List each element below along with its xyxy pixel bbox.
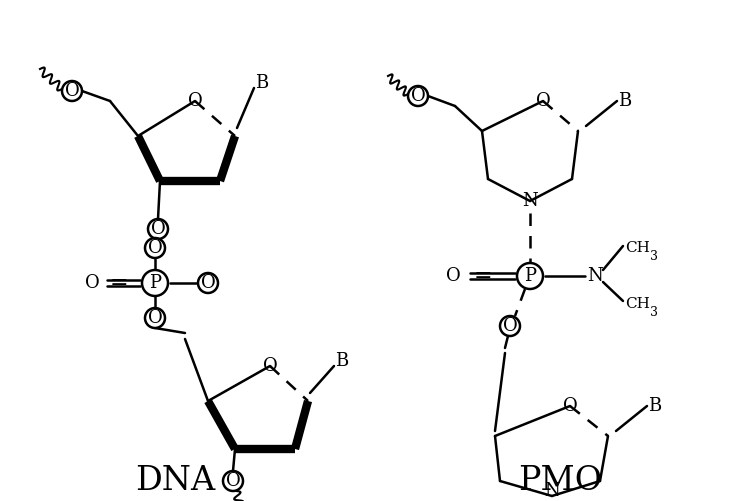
Circle shape: [500, 316, 520, 336]
Text: O: O: [445, 267, 460, 285]
Text: 3: 3: [650, 306, 658, 319]
Circle shape: [198, 273, 218, 293]
Circle shape: [145, 238, 165, 258]
Text: –: –: [550, 267, 559, 285]
Text: O: O: [562, 397, 577, 415]
Text: O: O: [147, 309, 162, 327]
Text: =: =: [110, 272, 129, 294]
Text: P: P: [149, 274, 161, 292]
Text: =: =: [474, 265, 493, 287]
Circle shape: [517, 263, 543, 289]
Text: O: O: [151, 220, 165, 238]
Text: N: N: [522, 192, 538, 210]
Circle shape: [408, 86, 428, 106]
Text: O: O: [84, 274, 99, 292]
Text: O: O: [201, 274, 215, 292]
Circle shape: [148, 219, 168, 239]
Text: PMO: PMO: [518, 465, 602, 497]
Text: N: N: [544, 482, 560, 500]
Text: O: O: [64, 82, 79, 100]
Circle shape: [62, 81, 82, 101]
Text: O: O: [188, 92, 202, 110]
Text: O: O: [226, 472, 240, 490]
Text: O: O: [263, 357, 278, 375]
Text: CH: CH: [625, 241, 650, 255]
Text: B: B: [619, 92, 632, 110]
Text: DNA: DNA: [135, 465, 215, 497]
Circle shape: [142, 270, 168, 296]
Text: CH: CH: [625, 297, 650, 311]
Text: P: P: [524, 267, 536, 285]
Text: O: O: [502, 317, 517, 335]
Text: –: –: [175, 274, 185, 292]
Text: B: B: [648, 397, 662, 415]
Text: N: N: [587, 267, 603, 285]
Circle shape: [223, 471, 243, 491]
Text: O: O: [411, 87, 426, 105]
Text: B: B: [255, 74, 269, 92]
Text: B: B: [335, 352, 349, 370]
Text: 3: 3: [650, 249, 658, 263]
Text: O: O: [536, 92, 551, 110]
Text: O: O: [147, 239, 162, 257]
Circle shape: [145, 308, 165, 328]
